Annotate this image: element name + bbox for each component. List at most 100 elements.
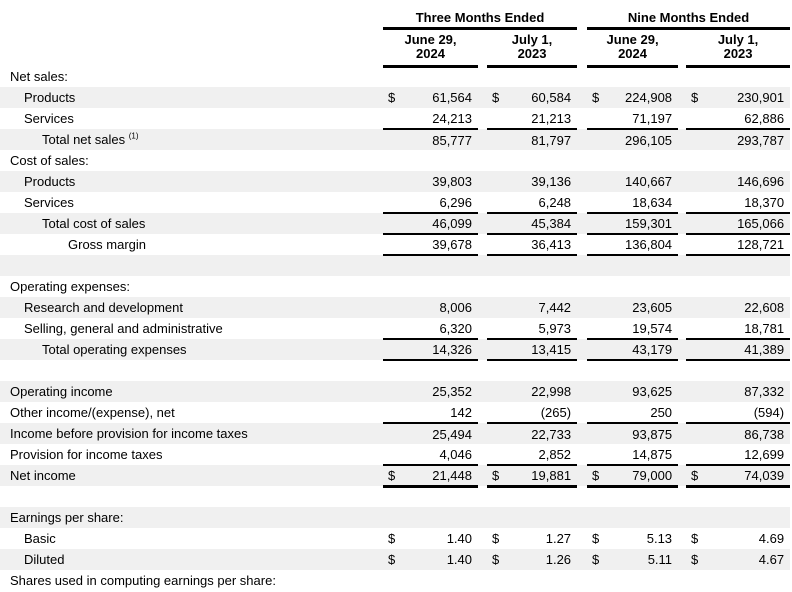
row-label: Total net sales (1) [0,129,383,150]
column-gap [678,507,687,528]
column-gap [678,255,687,276]
cell-value: 25,352 [403,381,478,402]
cell-value: 296,105 [607,129,679,150]
cell-value: 41,389 [706,339,791,361]
table-row: Basic $1.40 $1.27 $5.13 $4.69 [0,528,790,549]
column-gap [678,192,686,213]
cell-value: 230,901 [706,87,791,108]
dollar-sign: $ [587,87,608,108]
cell-value [706,360,790,381]
cell-value: 159,301 [607,213,679,235]
dollar-sign: $ [587,465,608,488]
column-gap [478,234,487,255]
column-gap [577,150,587,171]
column-gap [478,66,487,87]
cell-value: (594) [706,402,791,424]
column-gap [478,465,487,486]
cell-value: 6,248 [507,192,578,214]
financial-table: Three Months Ended Nine Months Ended Jun… [0,9,791,591]
row-label [0,486,383,507]
cell-value [403,255,478,276]
dollar-sign: $ [383,465,403,488]
table-row: Research and development 8,006 7,442 23,605… [0,297,791,318]
cell-value: 2,852 [507,444,578,466]
column-gap [478,108,487,129]
dollar-sign [487,255,507,276]
dollar-sign [686,171,707,192]
column-gap [478,87,487,108]
row-label-text: Total net sales [42,132,126,147]
dollar-sign: $ [592,531,600,546]
cell-value [706,150,790,171]
column-gap [577,28,587,66]
table-row: Earnings per share: [0,507,791,528]
cell-value: 14,326 [403,339,478,361]
date-line1: July 1, [717,31,759,47]
column-gap [577,570,587,591]
dollar-sign [487,570,507,591]
row-label: Operating expenses: [0,276,383,297]
cell-value [507,150,577,171]
dollar-sign [487,402,507,424]
cell-value: 22,998 [507,381,578,402]
dollar-sign [383,171,403,192]
row-label: Total cost of sales [0,213,383,234]
column-gap [577,507,588,528]
cell-value [607,570,678,591]
date-column-header: June 29, 2024 [587,28,679,68]
dollar-sign [383,66,403,87]
cell-value: 93,875 [607,423,679,444]
cell-value: 1.40 [403,549,478,570]
row-label: Diluted [0,549,383,570]
row-label-text: Total cost of sales [42,216,146,231]
row-label: Services [0,192,383,213]
dollar-sign: $ [587,549,608,570]
dollar-sign [686,276,706,297]
column-gap [577,108,587,129]
dollar-sign [686,402,707,424]
row-label-text: Net sales: [10,69,68,84]
dollar-sign [487,150,507,171]
row-label-text: Operating income [10,384,113,399]
column-gap [478,129,487,150]
dollar-sign [686,234,707,256]
dollar-sign [587,381,608,402]
row-label-text: Selling, general and administrative [24,321,223,336]
column-gap [577,381,588,402]
cell-value: 5.11 [607,549,679,570]
date-header-row: June 29, 2024 July 1, 2023 June 29, 2024… [0,28,791,68]
column-gap [478,255,487,276]
dollar-sign [587,129,608,150]
column-gap [678,234,686,255]
cell-value: 71,197 [607,108,679,130]
cell-value [507,255,578,276]
column-gap [577,318,587,339]
dollar-sign [587,339,608,361]
row-label-text: Products [24,90,76,105]
cell-value: 7,442 [507,297,578,318]
dollar-sign [587,276,607,297]
dollar-sign [487,339,507,361]
table-row: Total operating expenses 14,326 13,415 43,1… [0,339,791,361]
dollar-sign [487,381,507,402]
cell-value: 22,608 [706,297,791,318]
column-gap [577,339,588,360]
cell-value: 86,738 [706,423,791,444]
spacer-row [0,486,790,507]
cell-value [507,66,577,87]
column-gap [577,549,588,570]
dollar-sign [383,360,403,381]
dollar-sign [383,297,403,318]
dollar-sign [587,507,608,528]
column-gap [577,360,587,381]
date-column-header: July 1, 2023 [487,28,578,68]
column-gap [577,276,587,297]
row-label: Research and development [0,297,383,318]
dollar-sign [686,129,707,150]
dollar-sign [383,234,403,256]
column-gap [577,486,587,507]
dollar-sign [383,192,403,214]
cell-value: 22,733 [507,423,578,444]
dollar-sign [587,402,608,424]
cell-value: 79,000 [607,465,679,488]
